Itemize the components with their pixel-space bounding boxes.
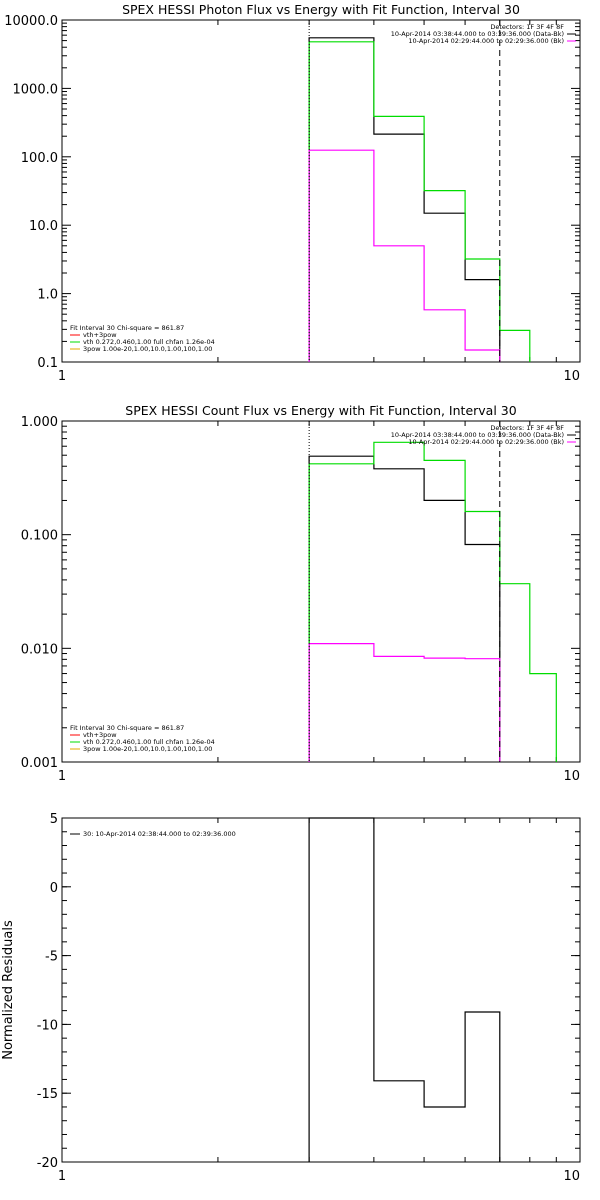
series-2-histogram [308, 41, 531, 362]
series-3-histogram [308, 149, 501, 362]
y-tick-label: -10 [37, 1018, 58, 1033]
x-tick-label: 10 [563, 769, 580, 784]
x-tick-label: 1 [58, 369, 66, 384]
legend-entry: vth+3pow [83, 731, 117, 739]
plot-frame [61, 420, 581, 763]
legend-entry: 10-Apr-2014 03:38:44.000 to 03:39:36.000… [391, 431, 564, 439]
y-tick-label: -15 [37, 1087, 58, 1102]
legend-entry: 10-Apr-2014 02:29:44.000 to 02:29:36.000… [408, 37, 564, 45]
plot-frame [61, 19, 581, 363]
chart-title: SPEX HESSI Photon Flux vs Energy with Fi… [122, 2, 520, 17]
legend-entry: Detectors: 1F 3F 4F 8F [490, 424, 564, 432]
y-tick-label: 0.010 [21, 642, 58, 657]
x-tick-label: 10 [563, 369, 580, 384]
y-tick-label: 1.0 [37, 288, 58, 303]
y-tick-label: 100.0 [21, 151, 58, 166]
y-tick-label: 1.000 [21, 415, 58, 430]
series-3-histogram [308, 642, 501, 762]
legend-entry: vth+3pow [83, 331, 117, 339]
y-tick-label: 0 [50, 881, 58, 896]
series-1-histogram [308, 817, 501, 1162]
chart-panel-2: SPEX HESSI Count Flux vs Energy with Fit… [21, 403, 581, 784]
legend-entry: 3pow 1.00e-20,1.00,10.0,1.00,100,1.00 [83, 345, 212, 353]
plot-frame [61, 817, 581, 1163]
chart-title: SPEX HESSI Count Flux vs Energy with Fit… [125, 403, 516, 418]
y-axis-label: Normalized Residuals [1, 920, 16, 1060]
y-tick-label: 1000.0 [13, 82, 59, 97]
y-tick-label: 10.0 [29, 219, 58, 234]
series-1-histogram [308, 37, 501, 362]
series-1-histogram [308, 455, 501, 762]
y-tick-label: -20 [37, 1156, 58, 1171]
legend-entry: Detectors: 1F 3F 4F 8F [490, 23, 564, 31]
legend-entry: Fit Interval 30 Chi-square = 861.87 [70, 724, 184, 732]
chart-panel-1: SPEX HESSI Photon Flux vs Energy with Fi… [4, 2, 581, 384]
x-tick-label: 1 [58, 769, 66, 784]
y-tick-label: 5 [50, 812, 58, 827]
chart-panel-3: Normalized Residuals -20 -15 -10 -5 0 5 1 10 30: … [1, 812, 581, 1184]
legend-entry: 10-Apr-2014 02:29:44.000 to 02:29:36.000… [408, 438, 564, 446]
legend-entry: 10-Apr-2014 03:38:44.000 to 03:39:36.000… [391, 30, 564, 38]
legend-entry: 3pow 1.00e-20,1.00,10.0,1.00,100,1.00 [83, 745, 212, 753]
y-tick-label: 0.1 [37, 356, 58, 371]
legend-entry: 30: 10-Apr-2014 02:38:44.000 to 02:39:36… [83, 830, 236, 838]
legend-entry: Fit Interval 30 Chi-square = 861.87 [70, 324, 184, 332]
legend-entry: vth 0.272,0.460,1.00 full chfan 1.26e-04 [83, 738, 215, 746]
x-tick-label: 1 [58, 1169, 66, 1184]
x-tick-label: 10 [563, 1169, 580, 1184]
y-tick-label: 0.001 [21, 756, 58, 771]
y-tick-label: 10000.0 [4, 14, 58, 29]
legend-entry: vth 0.272,0.460,1.00 full chfan 1.26e-04 [83, 338, 215, 346]
series-2-histogram [308, 441, 557, 762]
y-tick-label: 0.100 [21, 529, 58, 544]
y-tick-label: -5 [45, 950, 58, 965]
